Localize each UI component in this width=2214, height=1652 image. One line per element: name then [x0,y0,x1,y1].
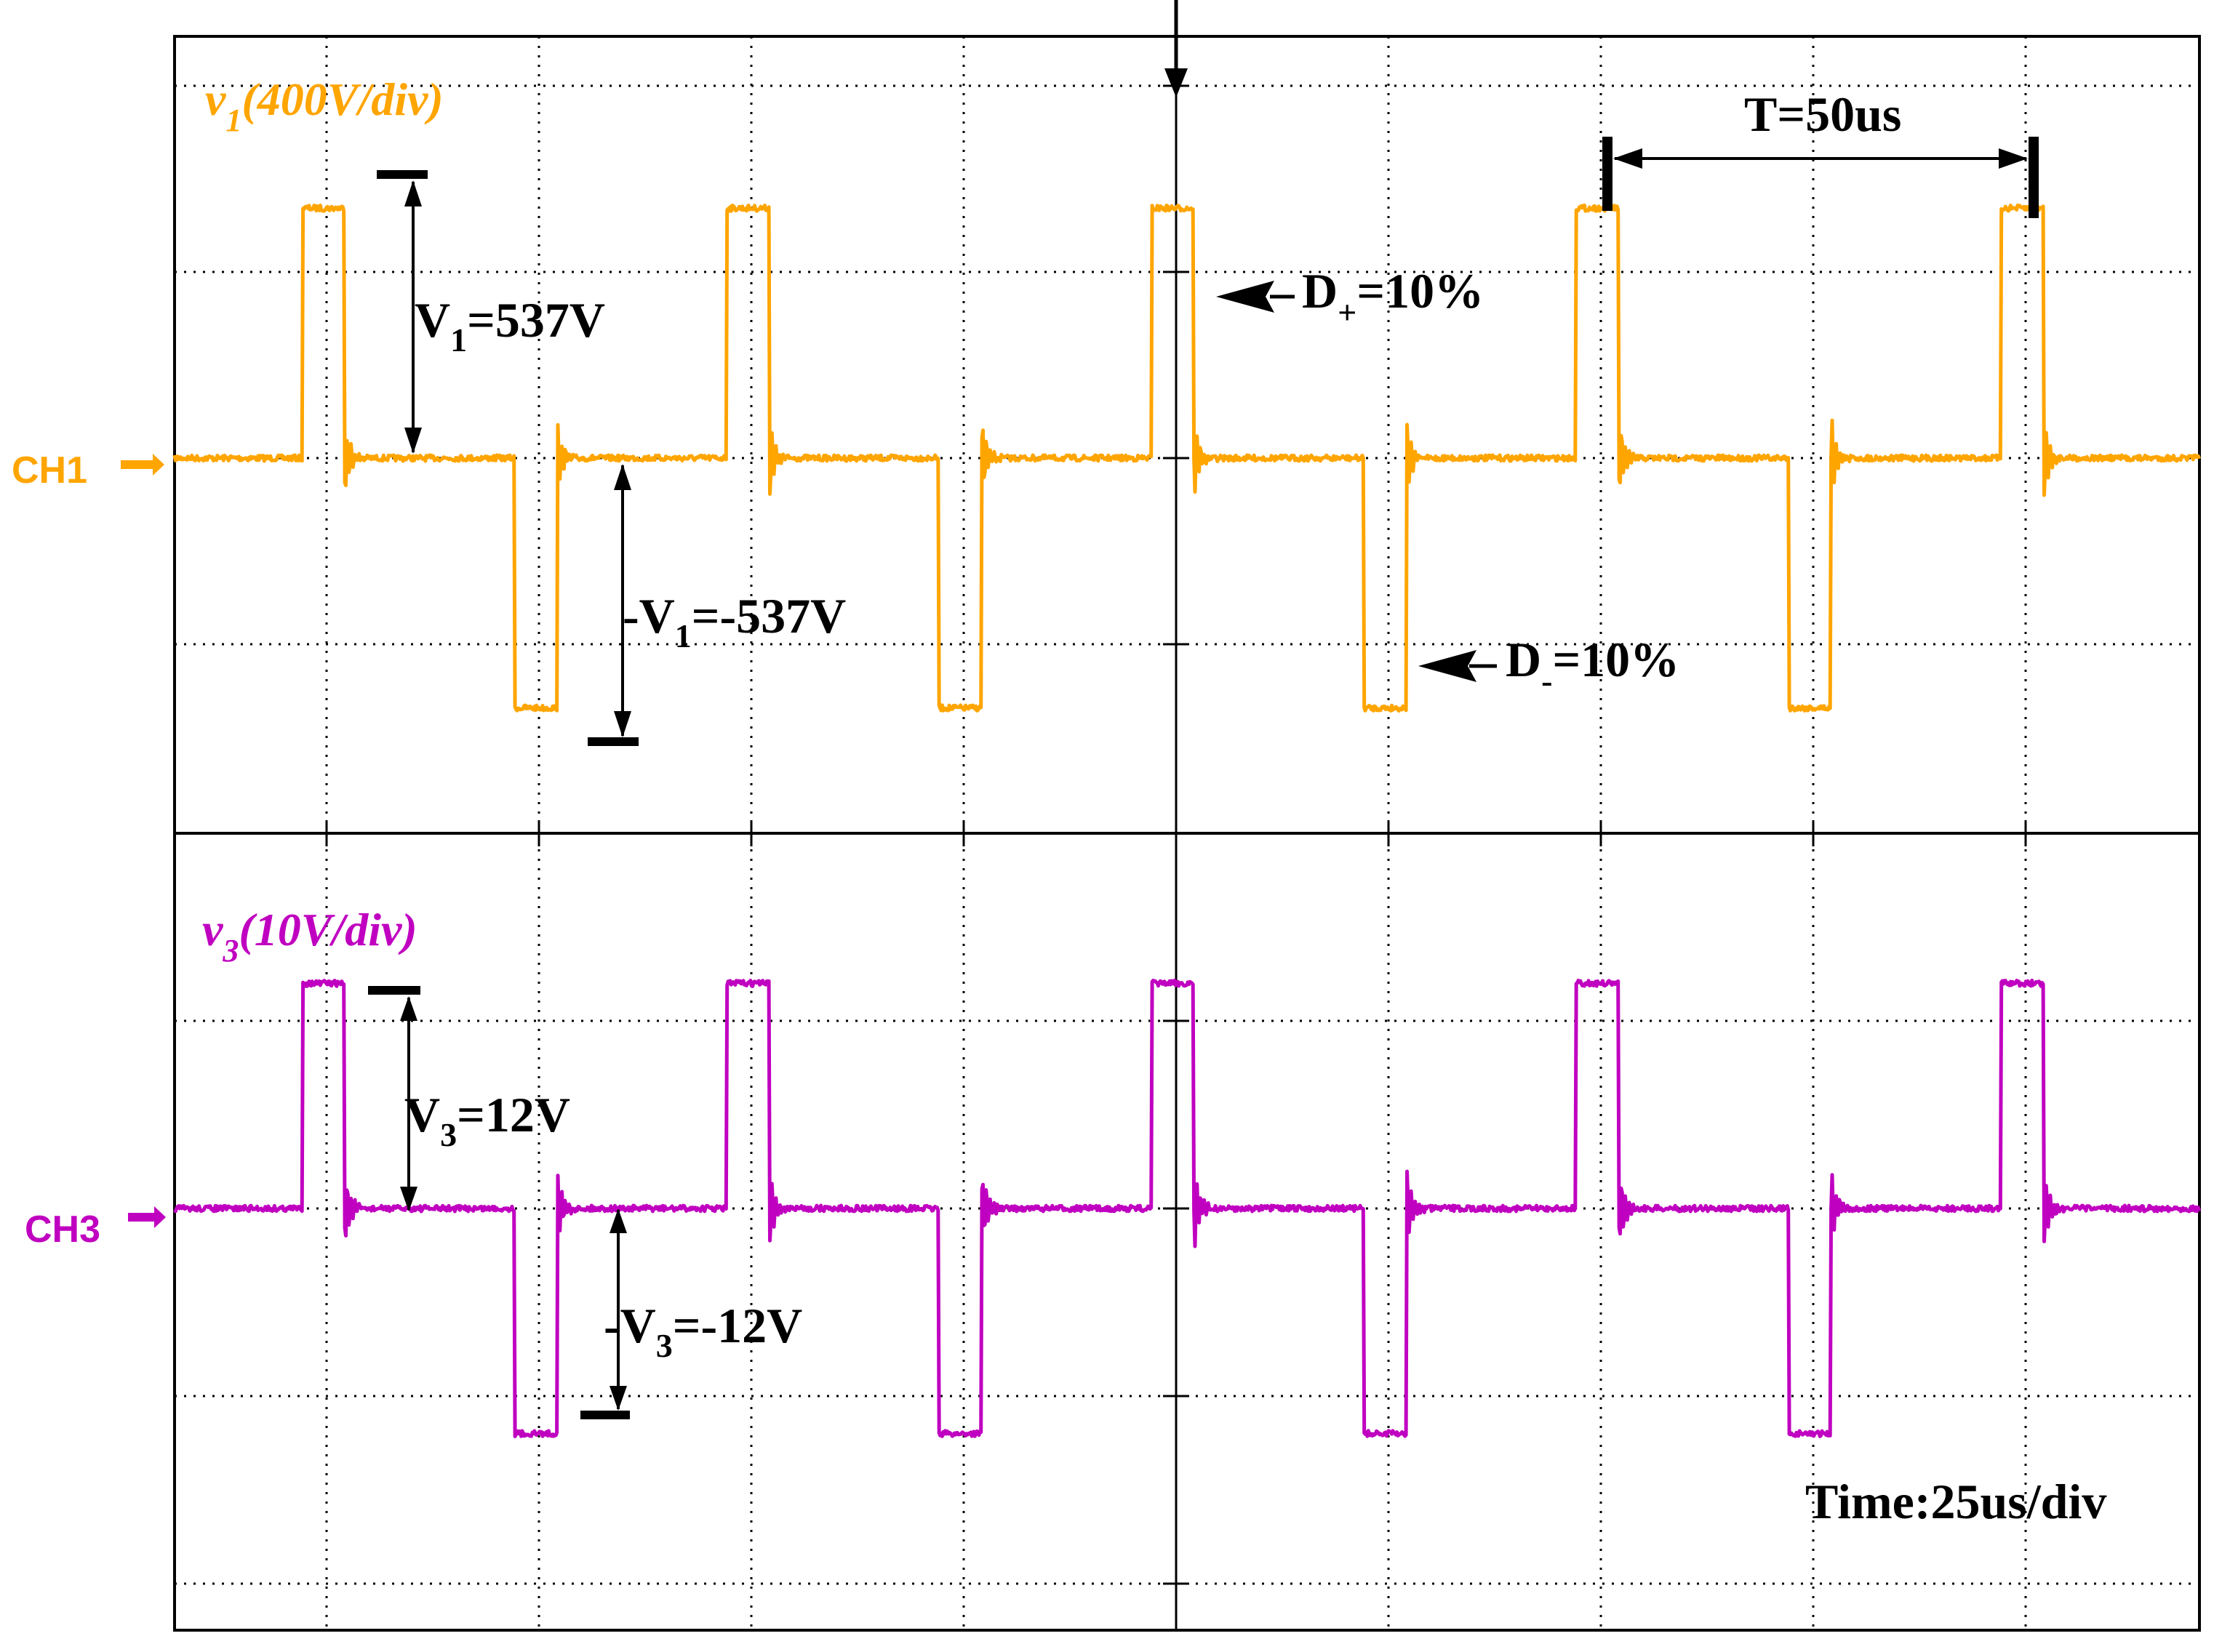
grid-layer [173,35,2201,1632]
v3-positive-label: V3=12V [404,1087,570,1153]
ch3-marker: CH3 [25,1206,166,1251]
v1-negative-label: -V1=-537V [623,588,846,654]
v1-positive-label: V1=537V [415,292,605,358]
d-plus-annotation: D+=10% [1216,263,1484,331]
ch3-arrow-icon [128,1206,166,1228]
d-minus-annotation: D-=10% [1418,632,1679,699]
d-minus-label: D-=10% [1506,632,1679,699]
trigger-arrow-down-icon [1164,0,1188,97]
ch1-arrow-icon [121,454,164,476]
v3-positive-annotation: V3=12V [368,986,570,1211]
period-annotation: T=50us [1602,87,2039,218]
v3-waveform [173,978,2202,1438]
v1-waveform [172,203,2201,713]
d-plus-label: D+=10% [1302,263,1484,331]
ch1-label: CH1 [12,449,87,492]
ch3-title: v3(10V/div) [202,904,417,969]
ch3-label: CH3 [25,1208,100,1251]
v3-negative-annotation: -V3=-12V [580,1208,802,1419]
v1-positive-annotation: V1=537V [377,170,605,454]
ch1-marker: CH1 [12,449,164,492]
period-label: T=50us [1744,87,1901,142]
timebase-label: Time:25us/div [1805,1474,2106,1529]
waveform-layer [172,203,2202,1438]
v3-negative-label: -V3=-12V [604,1298,802,1364]
ch1-title: v1(400V/div) [205,73,444,138]
v1-negative-annotation: -V1=-537V [588,464,846,746]
